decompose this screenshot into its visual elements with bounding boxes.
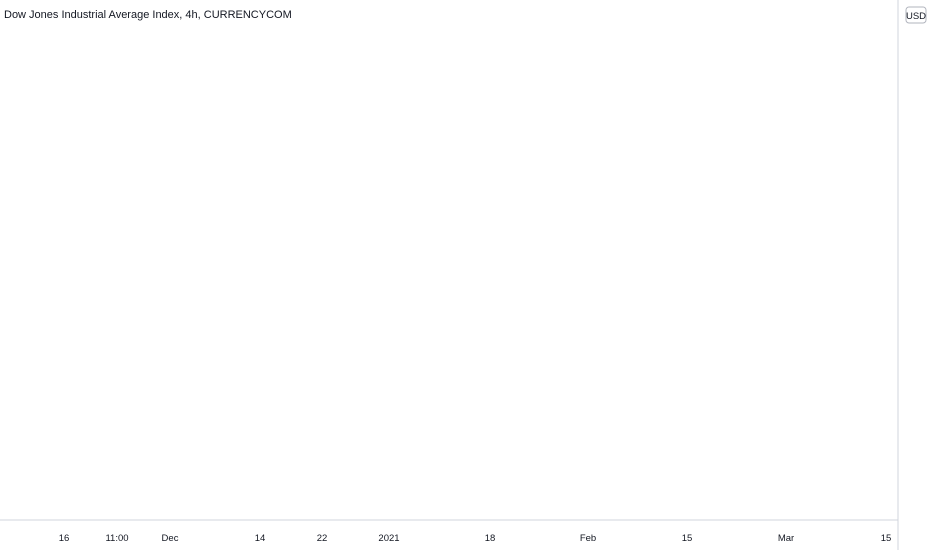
x-tick-label: 15 bbox=[682, 533, 693, 544]
x-tick-label: 2021 bbox=[378, 533, 399, 544]
x-tick-label: Mar bbox=[778, 533, 794, 544]
x-tick-label: 14 bbox=[255, 533, 266, 544]
x-tick-label: 18 bbox=[485, 533, 496, 544]
currency-label: USD bbox=[906, 11, 926, 22]
x-tick-label: 11:00 bbox=[105, 533, 128, 544]
currency-button[interactable] bbox=[905, 6, 927, 24]
chart-title: Dow Jones Industrial Average Index, 4h, … bbox=[4, 9, 292, 21]
x-tick-label: Dec bbox=[162, 533, 179, 544]
x-tick-label: 15 bbox=[881, 533, 892, 544]
x-tick-label: 16 bbox=[59, 533, 70, 544]
x-tick-label: 22 bbox=[317, 533, 328, 544]
x-axis: 16 11:00 Dec 14 22 2021 18 Feb 15 Mar 15 bbox=[59, 533, 892, 544]
x-tick-label: Feb bbox=[580, 533, 596, 544]
